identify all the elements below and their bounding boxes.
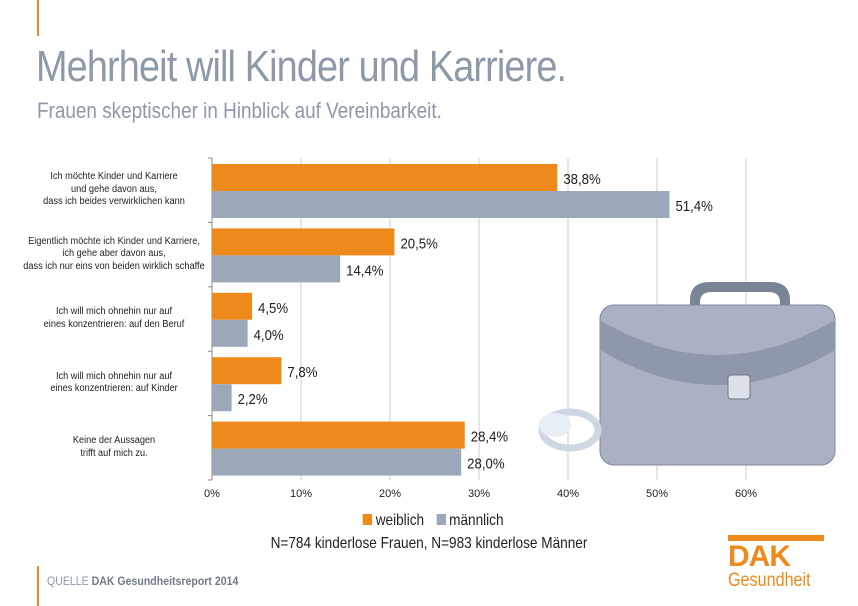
page-subtitle: Frauen skeptischer in Hinblick auf Verei… (37, 98, 442, 123)
x-tick-label: 0% (204, 488, 220, 500)
dak-logo: DAK Gesundheit (728, 535, 824, 591)
category-label: Ich will mich ohnehin nur auf eines konz… (43, 306, 185, 330)
source-prefix: QUELLE (47, 574, 89, 588)
data-label: 20,5% (400, 235, 438, 252)
x-tick-label: 20% (379, 488, 401, 500)
legend-swatch-weiblich (362, 514, 373, 525)
bar-weiblich (212, 357, 282, 385)
bar-maennlich (212, 191, 670, 218)
legend: weiblich männlich (64, 512, 793, 530)
bar-maennlich (212, 448, 462, 476)
category-label: Ich will mich ohnehin nur auf eines konz… (50, 370, 178, 395)
category-label: Eigentlich möchte ich Kinder und Karrier… (23, 235, 205, 272)
legend-label-maennlich: männlich (449, 512, 504, 529)
data-label: 2,2% (238, 390, 268, 407)
accent-line-bottom (37, 566, 39, 606)
bar-weiblich (212, 228, 395, 256)
bar-weiblich (212, 421, 465, 449)
data-label: 51,4% (675, 197, 713, 214)
data-label: 28,0% (467, 455, 505, 472)
category-label: Ich möchte Kinder und Karriere und gehe … (43, 171, 185, 208)
logo-text: DAK (728, 540, 791, 573)
data-label: 14,4% (346, 262, 384, 279)
source-line: QUELLE DAK Gesundheitsreport 2014 (47, 574, 238, 588)
bar-maennlich (212, 319, 248, 347)
data-label: 4,5% (258, 299, 288, 316)
x-tick-label: 30% (468, 488, 490, 500)
x-tick-label: 50% (646, 488, 668, 500)
legend-swatch-maennlich (436, 514, 446, 525)
data-label: 38,8% (563, 170, 601, 187)
data-label: 7,8% (287, 363, 317, 380)
source-text: DAK Gesundheitsreport 2014 (91, 574, 239, 588)
bar-weiblich (212, 164, 558, 191)
page-title: Mehrheit will Kinder und Karriere. (36, 42, 567, 91)
bar-weiblich (212, 292, 253, 320)
x-tick-label: 40% (557, 488, 579, 500)
category-label: Keine der Aussagen trifft auf mich zu. (72, 435, 156, 459)
x-tick-label: 60% (735, 488, 757, 500)
briefcase-illustration (538, 282, 836, 466)
bar-maennlich (212, 255, 341, 283)
x-tick-label: 10% (290, 488, 312, 500)
bar-maennlich (212, 384, 232, 412)
logo-subtext: Gesundheit (728, 570, 811, 591)
sample-note: N=784 kinderlose Frauen, N=983 kinderlos… (270, 535, 588, 552)
data-label: 4,0% (254, 326, 284, 343)
legend-label-weiblich: weiblich (375, 512, 425, 529)
data-label: 28,4% (471, 428, 509, 445)
accent-line-top (37, 0, 39, 36)
